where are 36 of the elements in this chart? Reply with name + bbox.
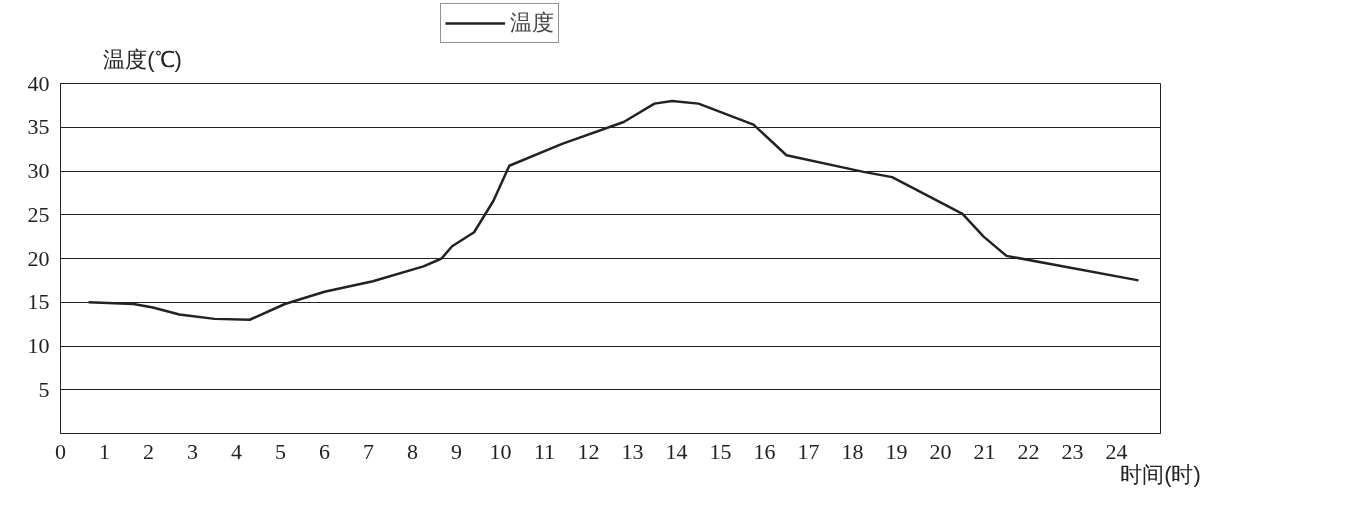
legend-label: 温度 xyxy=(510,9,554,37)
x-tick-label: 6 xyxy=(319,438,330,464)
x-tick-label: 3 xyxy=(187,438,198,464)
y-axis-title: 温度(℃) xyxy=(103,46,182,72)
x-tick-label: 16 xyxy=(753,438,776,464)
x-axis-title: 时间(时) xyxy=(1120,461,1201,487)
x-tick-label: 18 xyxy=(841,438,864,464)
x-tick-label: 20 xyxy=(929,438,952,464)
x-tick-label: 13 xyxy=(621,438,644,464)
x-tick-label: 24 xyxy=(1105,438,1128,464)
y-tick-label: 25 xyxy=(27,201,50,227)
x-tick-label: 21 xyxy=(973,438,996,464)
x-tick-label: 5 xyxy=(275,438,286,464)
y-tick-label: 20 xyxy=(27,245,50,271)
x-tick-label: 2 xyxy=(143,438,154,464)
x-tick-label: 19 xyxy=(885,438,908,464)
x-tick-label: 11 xyxy=(533,438,556,464)
y-tick-label: 40 xyxy=(27,70,50,96)
x-tick-label: 0 xyxy=(55,438,66,464)
x-tick-label: 22 xyxy=(1017,438,1040,464)
x-tick-label: 14 xyxy=(665,438,688,464)
y-tick-label: 15 xyxy=(27,289,50,315)
y-tick-label: 10 xyxy=(27,333,50,358)
y-tick-label: 35 xyxy=(27,114,50,140)
x-tick-label: 17 xyxy=(797,438,820,464)
y-tick-label: 30 xyxy=(27,158,50,183)
x-tick-label: 23 xyxy=(1061,438,1084,464)
x-tick-label: 7 xyxy=(363,438,374,464)
x-tick-label: 15 xyxy=(709,438,732,464)
x-tick-label: 1 xyxy=(99,438,110,464)
x-tick-label: 10 xyxy=(489,438,512,464)
x-tick-label: 4 xyxy=(231,438,242,464)
x-tick-label: 12 xyxy=(577,438,600,464)
x-tick-label: 9 xyxy=(451,438,462,464)
y-tick-label: 5 xyxy=(38,376,50,402)
x-tick-label: 8 xyxy=(407,438,418,464)
